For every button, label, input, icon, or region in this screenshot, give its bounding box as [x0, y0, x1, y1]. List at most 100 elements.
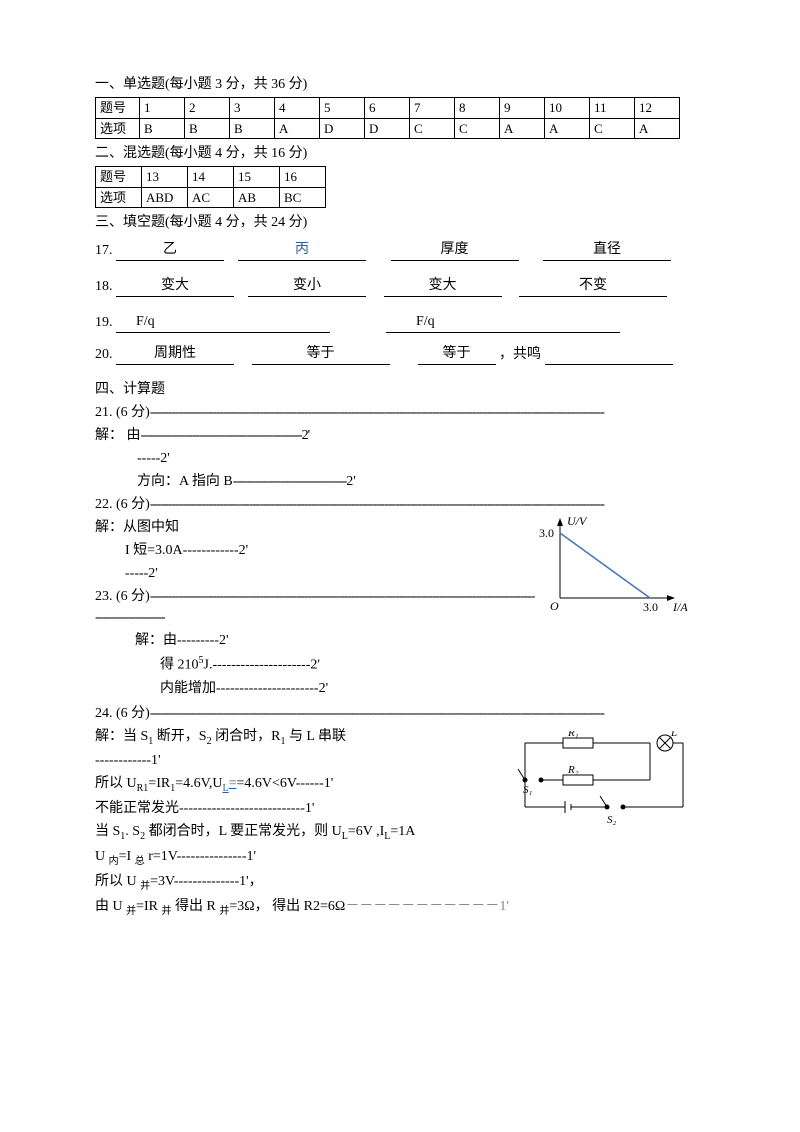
text: 闭合时，R: [212, 729, 281, 744]
sub: 并: [162, 905, 172, 916]
sub: 并: [126, 905, 136, 916]
row-label: 选项: [96, 118, 140, 139]
q-num: 18.: [95, 279, 113, 294]
text: 都闭合时，L 要正常发光，则 U: [145, 824, 342, 839]
ans-cell: B: [140, 118, 185, 139]
q24-head: 24. (6 分)-------------------------------…: [95, 703, 705, 724]
text: 得 210: [160, 658, 199, 673]
q-num: 20.: [95, 347, 113, 362]
x-axis-label: I/A: [672, 600, 688, 614]
text: 解：当 S: [95, 729, 148, 744]
ans-cell: B: [230, 118, 275, 139]
ans-cell: ABD: [142, 187, 188, 208]
blank-18-1: 变大: [116, 275, 234, 297]
section-2-title: 二、混选题(每小题 4 分，共 16 分): [95, 143, 705, 164]
tail-text: ，共鸣: [499, 347, 541, 362]
q23-l1: 解：由---------2': [95, 630, 705, 651]
col-cell: 2: [185, 98, 230, 119]
table-single-choice: 题号 1 2 3 4 5 6 7 8 9 10 11 12 选项 B B B A…: [95, 97, 680, 139]
table-multi-choice: 题号 13 14 15 16 选项 ABD AC AB BC: [95, 166, 326, 208]
col-cell: 1: [140, 98, 185, 119]
table-row: 选项 ABD AC AB BC: [96, 187, 326, 208]
q23-l3: 内能增加----------------------2': [95, 678, 705, 699]
col-cell: 10: [545, 98, 590, 119]
table-row: 题号 13 14 15 16: [96, 167, 326, 188]
col-cell: 3: [230, 98, 275, 119]
sub: 内: [109, 856, 119, 867]
section-3-title: 三、填空题(每小题 4 分，共 24 分): [95, 212, 705, 233]
ans-cell: D: [320, 118, 365, 139]
section-4-title: 四、计算题: [95, 379, 705, 400]
q22-num: 22. (6 分): [95, 497, 150, 512]
sub: 并: [140, 881, 150, 892]
text: 方向：A 指向 B: [137, 474, 233, 489]
dash: ----------------------------------------…: [150, 405, 604, 420]
dash: ----------------------------------------…: [95, 589, 534, 625]
col-cell: 12: [635, 98, 680, 119]
text: 所以 U: [95, 776, 137, 791]
ans-cell: D: [365, 118, 410, 139]
text: 得出 R: [172, 899, 220, 914]
q21-num: 21. (6 分): [95, 405, 150, 420]
table-row: 选项 B B B A D D C C A A C A: [96, 118, 680, 139]
text: =IR: [136, 899, 161, 914]
q19-row: 19. F/q F/q: [95, 311, 705, 333]
q20-row: 20. 周期性 等于 等于 ，共鸣: [95, 343, 705, 365]
ans-cell: AC: [188, 187, 234, 208]
header-cell: 题号: [96, 98, 140, 119]
text: =6V ,I: [348, 824, 384, 839]
text: =4.6V,U: [175, 776, 222, 791]
blank-18-2: 变小: [248, 275, 366, 297]
q18-row: 18. 变大 变小 变大 不变: [95, 275, 705, 297]
circuit-diagram: R₁ R₂ S₁ S₂ L: [505, 731, 695, 841]
tail: 2': [346, 474, 356, 489]
ans-cell: BC: [280, 187, 326, 208]
label-r2: R₂: [567, 764, 579, 776]
col-cell: 13: [142, 167, 188, 188]
ans-cell: A: [635, 118, 680, 139]
q22-head: 22. (6 分)-------------------------------…: [95, 494, 705, 515]
col-cell: 4: [275, 98, 320, 119]
blank-20-3: 等于: [418, 343, 496, 365]
link-text: =: [229, 776, 237, 791]
text: J.---------------------2': [204, 658, 320, 673]
col-cell: 14: [188, 167, 234, 188]
dash: ----------------------------------------…: [150, 497, 604, 512]
table-row: 题号 1 2 3 4 5 6 7 8 9 10 11 12: [96, 98, 680, 119]
text: 1': [499, 899, 509, 914]
q24-l7: 所以 U 并=3V--------------1'，: [95, 871, 705, 894]
col-cell: 9: [500, 98, 545, 119]
ans-cell: C: [410, 118, 455, 139]
text: =3V--------------1'，: [150, 874, 263, 889]
q17-row: 17. 乙 丙 厚度 直径: [95, 239, 705, 261]
ans-cell: A: [275, 118, 320, 139]
ans-cell: A: [545, 118, 590, 139]
blank-17-2: 丙: [238, 239, 366, 261]
text: U: [95, 849, 109, 864]
q21-l2: -----2': [95, 448, 705, 469]
blank-17-3: 厚度: [391, 239, 519, 261]
blank-18-4: 不变: [519, 275, 667, 297]
blank-20-1: 周期性: [116, 343, 234, 365]
dash: -------------------------------: [233, 474, 347, 489]
text: =IR: [148, 776, 170, 791]
text: =I: [119, 849, 135, 864]
q23-l2: 得 2105J.---------------------2': [95, 653, 705, 676]
q24-l8: 由 U 并=IR 并 得出 R 并=3Ω， 得出 R2=6Ω－－－－－－－－－－…: [95, 896, 705, 919]
text: 与 L 串联: [285, 729, 346, 744]
blank-17-4: 直径: [543, 239, 671, 261]
ans-cell: AB: [234, 187, 280, 208]
q21-head: 21. (6 分)-------------------------------…: [95, 402, 705, 423]
header-cell: 题号: [96, 167, 142, 188]
ans-cell: A: [500, 118, 545, 139]
ui-graph: U/V I/A 3.0 3.0 O: [535, 513, 695, 618]
text: =4.6V<6V------1': [237, 776, 334, 791]
col-cell: 16: [280, 167, 326, 188]
text: =1A: [390, 824, 415, 839]
text: 当 S: [95, 824, 120, 839]
sub: R1: [137, 783, 149, 794]
dash: ----------------------------------------…: [150, 706, 604, 721]
blank-20-2: 等于: [252, 343, 390, 365]
q24-l6: U 内=I 总 r=1V---------------1': [95, 846, 705, 869]
blank-18-3: 变大: [384, 275, 502, 297]
